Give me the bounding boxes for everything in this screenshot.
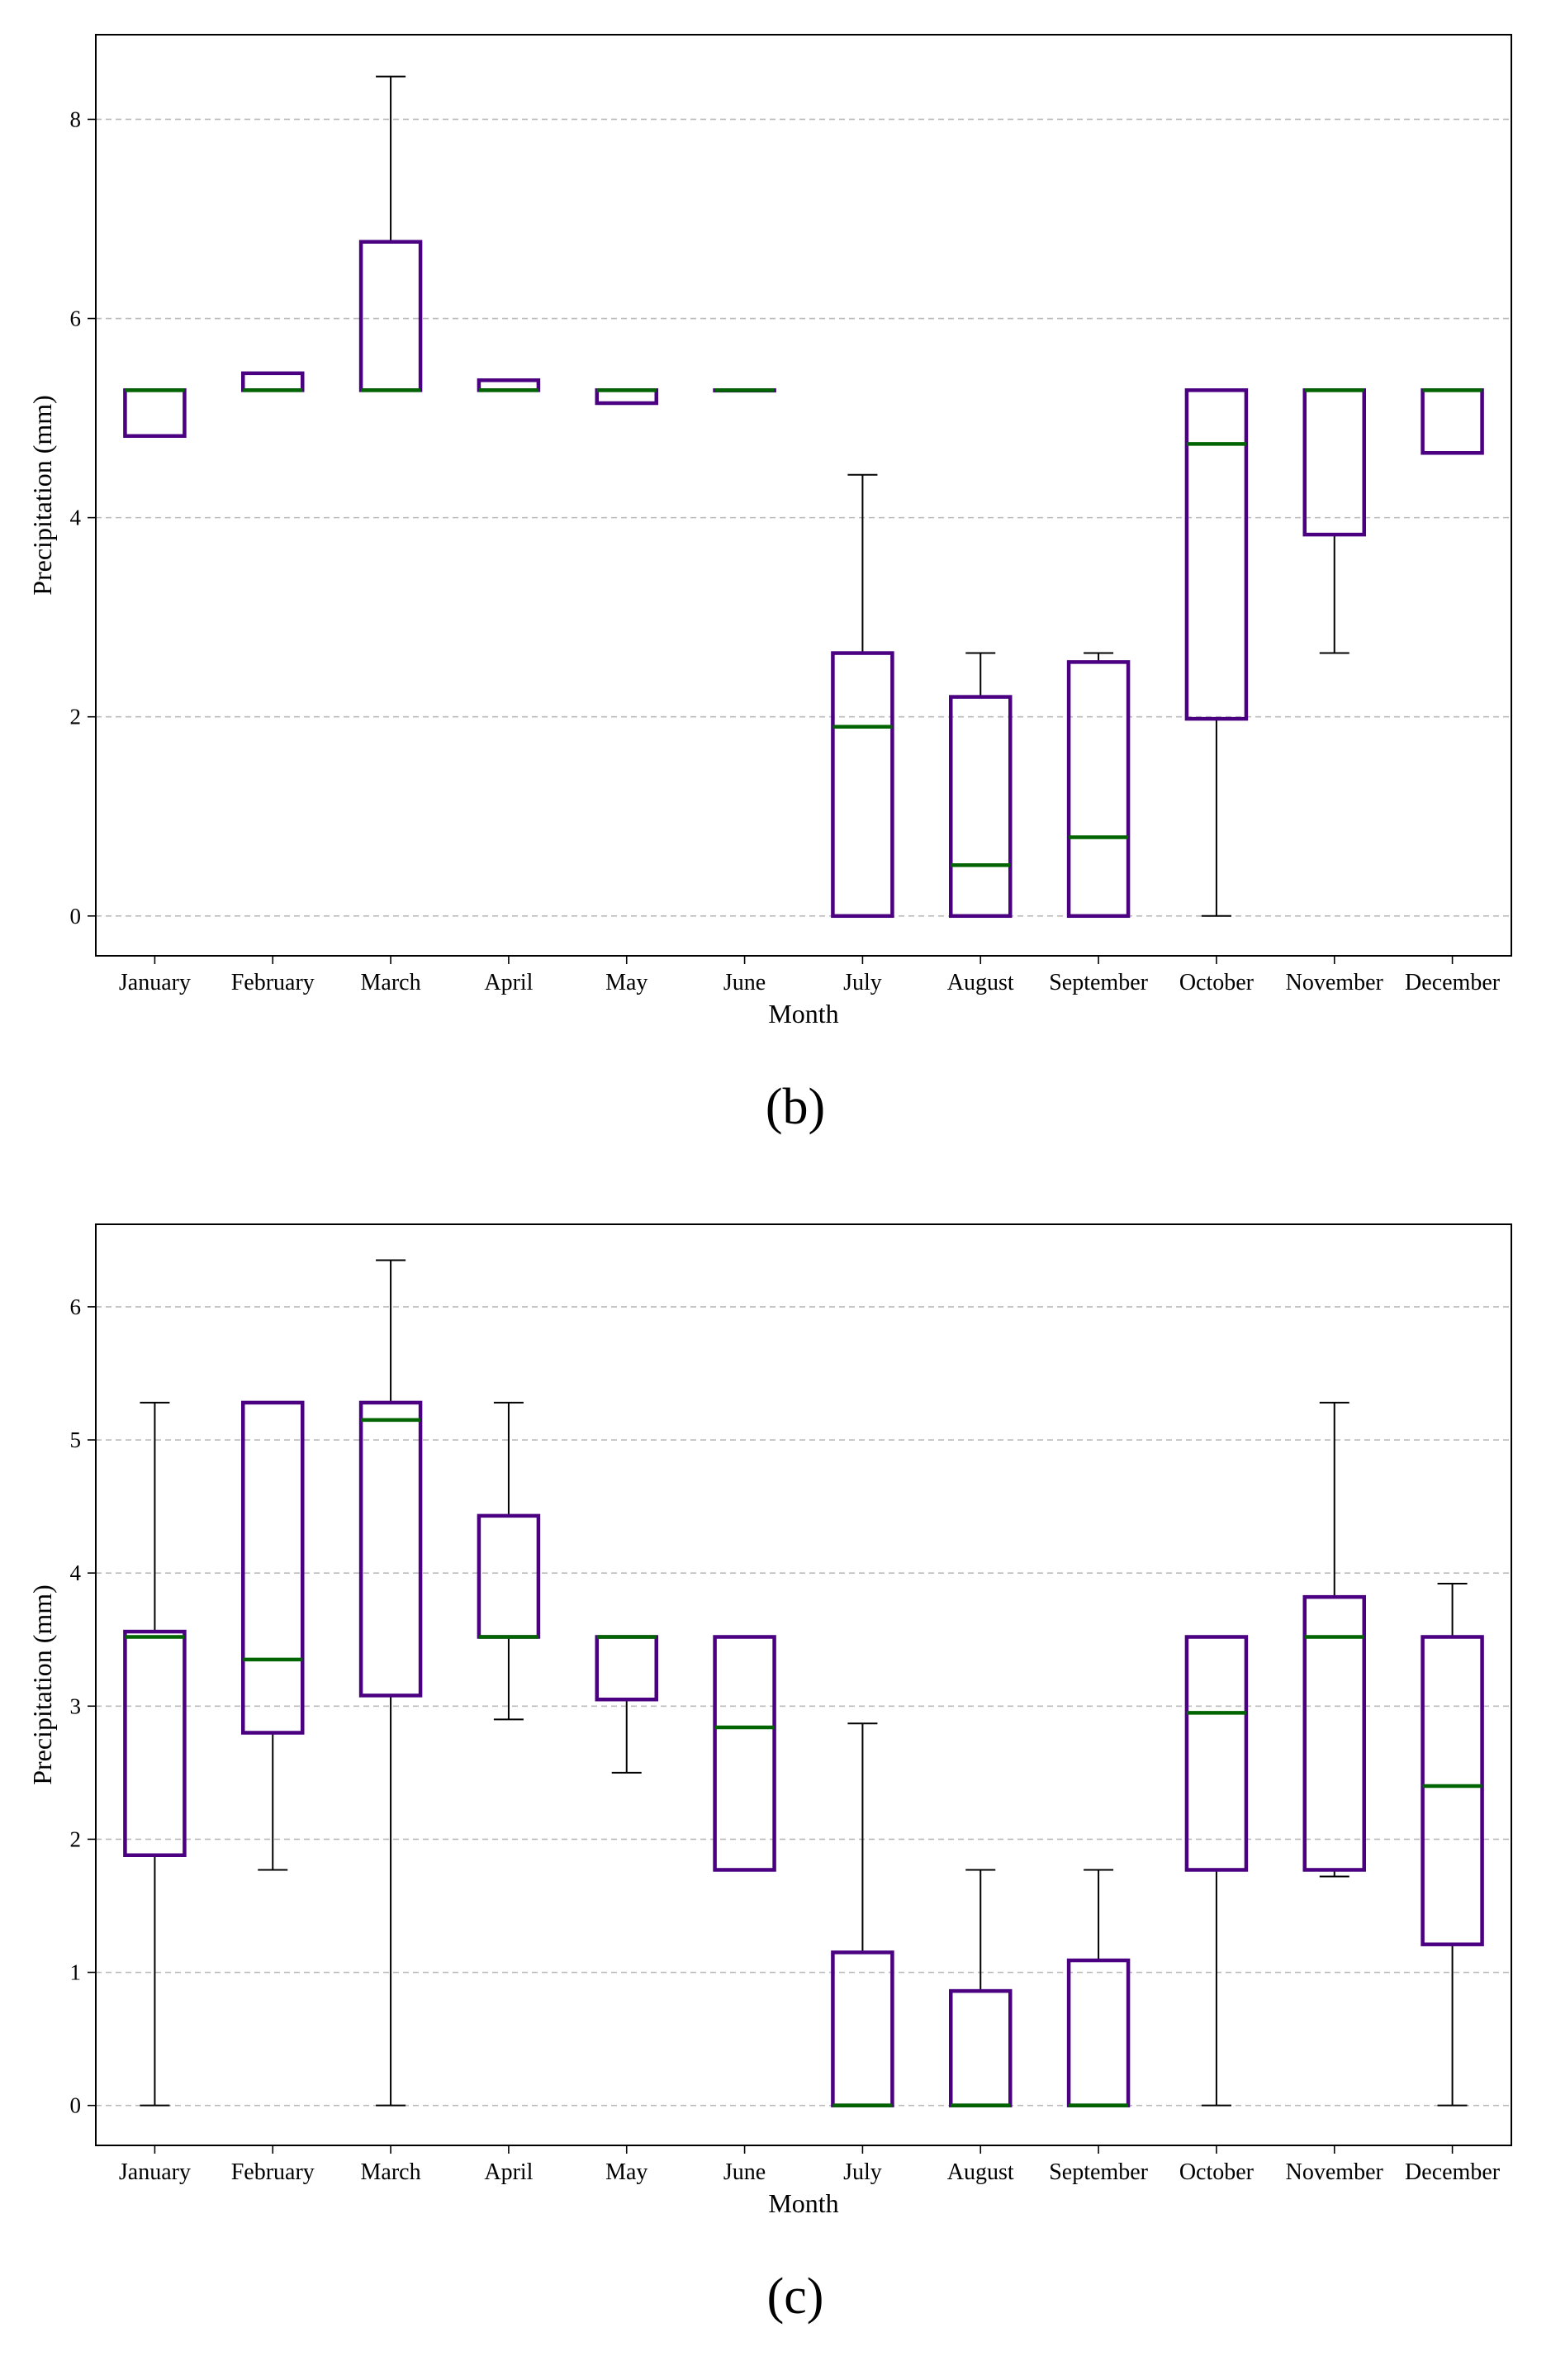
box-iqr	[241, 1400, 305, 1735]
y-tick-label: 1	[70, 1960, 82, 1985]
x-tick-label-october: October	[1179, 970, 1255, 995]
box-august	[949, 652, 1013, 919]
box-october	[1184, 388, 1249, 917]
x-tick-label-february: February	[231, 2159, 315, 2185]
box-iqr	[949, 1988, 1013, 2107]
box-february	[241, 1400, 305, 1871]
box-iqr	[1066, 1958, 1131, 2107]
box-iqr	[1184, 388, 1249, 721]
box-iqr	[1302, 1594, 1366, 1872]
x-tick-label-may: May	[605, 970, 647, 995]
x-tick-label-september: September	[1049, 2159, 1148, 2185]
y-tick-label: 2	[70, 1827, 82, 1851]
box-may	[595, 388, 658, 406]
y-tick-label: 6	[70, 306, 82, 331]
box-iqr	[123, 1629, 187, 1857]
box-iqr	[123, 388, 187, 439]
chart-panel-c: 0 1 2 3 4 5 6 January February March April May June J…	[0, 1190, 1551, 2380]
x-tick-label-january: January	[119, 2159, 191, 2185]
x-tick-label-june: June	[723, 970, 766, 995]
x-tick-label-august: August	[947, 2159, 1014, 2185]
box-september	[1066, 1869, 1131, 2107]
panel-label: (c)	[767, 2268, 824, 2325]
y-tick-label: 4	[70, 506, 82, 530]
x-tick-label-october: October	[1179, 2159, 1255, 2185]
x-tick-label-july: July	[843, 2159, 882, 2185]
x-axis-label: Month	[768, 2188, 838, 2218]
x-tick-label-may: May	[605, 2159, 647, 2185]
box-iqr	[1421, 388, 1484, 455]
box-iqr	[831, 651, 894, 919]
box-february	[241, 371, 305, 392]
box-plot-b: 0 2 4 6 8 January February March April May June Jul…	[27, 34, 1512, 1135]
panel-label: (b)	[766, 1079, 825, 1135]
x-tick-label-april: April	[484, 2159, 533, 2185]
box-december	[1421, 1583, 1484, 2107]
box-april	[477, 1401, 541, 1721]
box-april	[477, 378, 541, 392]
box-july	[831, 473, 894, 919]
box-plot-c: 0 1 2 3 4 5 6 January February March April May June J…	[27, 1223, 1512, 2325]
y-tick-label: 6	[70, 1295, 82, 1319]
box-july	[831, 1722, 894, 2107]
y-tick-label: 5	[70, 1428, 82, 1452]
box-iqr	[595, 1635, 658, 1702]
x-tick-label-february: February	[231, 970, 315, 995]
box-march	[358, 1259, 423, 2107]
plot-frame	[95, 34, 1512, 957]
box-iqr	[241, 371, 305, 392]
x-tick-label-september: September	[1049, 970, 1148, 995]
x-tick-label-july: July	[843, 970, 882, 995]
chart-panel-b: 0 2 4 6 8 January February March April May June Jul…	[27, 34, 1512, 1135]
box-september	[1066, 652, 1131, 919]
box-october	[1184, 1635, 1249, 2107]
y-tick-label: 8	[70, 107, 82, 131]
box-iqr	[595, 388, 658, 406]
plot-frame	[95, 1223, 1512, 2146]
y-tick-label: 0	[70, 2093, 82, 2118]
box-iqr	[1302, 388, 1366, 537]
x-tick-label-november: November	[1286, 970, 1384, 995]
box-iqr	[477, 1513, 541, 1639]
x-tick-label-january: January	[119, 970, 191, 995]
box-iqr	[358, 240, 423, 392]
x-tick-label-march: March	[361, 2159, 421, 2185]
box-iqr	[949, 695, 1013, 919]
y-tick-label: 4	[70, 1561, 82, 1585]
box-may	[595, 1635, 658, 1774]
y-tick-label: 3	[70, 1694, 82, 1718]
box-iqr	[1184, 1635, 1249, 1872]
x-tick-label-april: April	[484, 970, 533, 995]
box-june	[713, 388, 776, 393]
box-january	[123, 388, 187, 439]
box-august	[949, 1869, 1013, 2107]
x-tick-label-november: November	[1286, 2159, 1384, 2185]
box-november	[1302, 1401, 1366, 1878]
box-iqr	[1066, 660, 1131, 919]
box-iqr	[831, 1950, 894, 2107]
y-axis-label: Precipitation (mm)	[27, 1584, 57, 1785]
x-axis-label: Month	[768, 999, 838, 1028]
x-tick-label-december: December	[1405, 970, 1501, 995]
box-march	[358, 75, 423, 392]
x-tick-label-december: December	[1405, 2159, 1501, 2185]
y-tick-label: 2	[70, 705, 82, 729]
x-tick-label-march: March	[361, 970, 421, 995]
box-june	[713, 1635, 776, 1872]
box-iqr	[1421, 1635, 1484, 1946]
y-tick-label: 0	[70, 904, 82, 929]
box-november	[1302, 388, 1366, 654]
x-tick-label-june: June	[723, 2159, 766, 2185]
box-january	[123, 1401, 187, 2107]
box-december	[1421, 388, 1484, 455]
box-iqr	[713, 1635, 776, 1872]
x-tick-label-august: August	[947, 970, 1014, 995]
box-iqr	[358, 1400, 423, 1698]
y-axis-label: Precipitation (mm)	[27, 395, 57, 596]
